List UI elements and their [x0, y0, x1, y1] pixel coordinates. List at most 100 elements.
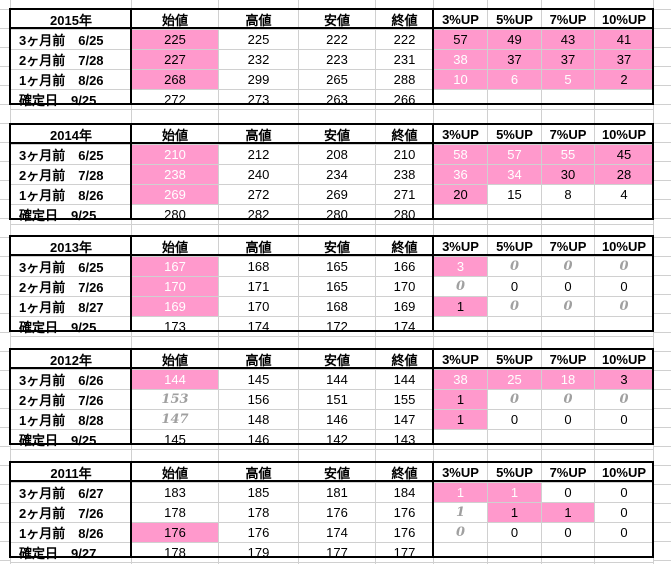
high-cell[interactable]: 273	[218, 89, 299, 110]
year-label[interactable]: 2013年	[10, 236, 132, 257]
up10-cell[interactable]: 0	[594, 276, 654, 297]
low-cell[interactable]: 146	[298, 409, 376, 430]
open-cell[interactable]: 225	[131, 29, 219, 50]
up7-cell[interactable]: 37	[541, 49, 595, 70]
up10-cell[interactable]	[594, 542, 654, 563]
up7-cell[interactable]: 0	[541, 409, 595, 430]
up3-cell[interactable]: 1	[433, 409, 488, 430]
column-header[interactable]: 5%UP	[487, 124, 542, 145]
low-cell[interactable]: 208	[298, 144, 376, 165]
high-cell[interactable]: 145	[218, 369, 299, 390]
row-label[interactable]: 2ヶ月前 7/28	[10, 164, 132, 185]
close-cell[interactable]: 155	[375, 389, 434, 410]
up7-cell[interactable]: 43	[541, 29, 595, 50]
high-cell[interactable]: 225	[218, 29, 299, 50]
close-cell[interactable]: 288	[375, 69, 434, 90]
high-cell[interactable]: 212	[218, 144, 299, 165]
up10-cell[interactable]: 2	[594, 69, 654, 90]
column-header[interactable]: 安値	[298, 236, 376, 257]
close-cell[interactable]: 166	[375, 256, 434, 277]
close-cell[interactable]: 176	[375, 502, 434, 523]
up10-cell[interactable]: 0	[594, 482, 654, 503]
column-header[interactable]: 5%UP	[487, 462, 542, 483]
row-label[interactable]: 2ヶ月前 7/26	[10, 389, 132, 410]
row-label[interactable]: 1ヶ月前 8/27	[10, 296, 132, 317]
close-cell[interactable]: 170	[375, 276, 434, 297]
open-cell[interactable]: 178	[131, 542, 219, 563]
up10-cell[interactable]	[594, 89, 654, 110]
up10-cell[interactable]: 0	[594, 409, 654, 430]
open-cell[interactable]: 173	[131, 316, 219, 337]
column-header[interactable]: 7%UP	[541, 9, 595, 30]
low-cell[interactable]: 144	[298, 369, 376, 390]
up5-cell[interactable]: 0	[487, 276, 542, 297]
open-cell[interactable]: 210	[131, 144, 219, 165]
column-header[interactable]: 始値	[131, 236, 219, 257]
low-cell[interactable]: 263	[298, 89, 376, 110]
up5-cell[interactable]: 15	[487, 184, 542, 205]
up3-cell[interactable]: 1	[433, 389, 488, 410]
row-label[interactable]: 3ヶ月前 6/25	[10, 256, 132, 277]
column-header[interactable]: 7%UP	[541, 349, 595, 370]
up10-cell[interactable]: 41	[594, 29, 654, 50]
open-cell[interactable]: 167	[131, 256, 219, 277]
open-cell[interactable]: 280	[131, 204, 219, 225]
up7-cell[interactable]: 0	[541, 276, 595, 297]
up5-cell[interactable]: 0	[487, 522, 542, 543]
up7-cell[interactable]: 30	[541, 164, 595, 185]
open-cell[interactable]: 170	[131, 276, 219, 297]
up7-cell[interactable]: 0	[541, 389, 595, 410]
up7-cell[interactable]: 5	[541, 69, 595, 90]
column-header[interactable]: 始値	[131, 349, 219, 370]
up10-cell[interactable]: 37	[594, 49, 654, 70]
close-cell[interactable]: 280	[375, 204, 434, 225]
column-header[interactable]: 安値	[298, 349, 376, 370]
column-header[interactable]: 3%UP	[433, 349, 488, 370]
up10-cell[interactable]: 0	[594, 522, 654, 543]
up7-cell[interactable]	[541, 542, 595, 563]
up10-cell[interactable]	[594, 204, 654, 225]
column-header[interactable]: 始値	[131, 124, 219, 145]
column-header[interactable]: 5%UP	[487, 349, 542, 370]
up5-cell[interactable]: 0	[487, 256, 542, 277]
up10-cell[interactable]: 0	[594, 502, 654, 523]
close-cell[interactable]: 144	[375, 369, 434, 390]
up3-cell[interactable]: 3	[433, 256, 488, 277]
up3-cell[interactable]: 10	[433, 69, 488, 90]
column-header[interactable]: 10%UP	[594, 236, 654, 257]
up7-cell[interactable]	[541, 89, 595, 110]
high-cell[interactable]: 148	[218, 409, 299, 430]
row-label[interactable]: 1ヶ月前 8/26	[10, 522, 132, 543]
year-label[interactable]: 2014年	[10, 124, 132, 145]
low-cell[interactable]: 269	[298, 184, 376, 205]
close-cell[interactable]: 147	[375, 409, 434, 430]
row-label[interactable]: 3ヶ月前 6/25	[10, 144, 132, 165]
up7-cell[interactable]: 0	[541, 256, 595, 277]
open-cell[interactable]: 144	[131, 369, 219, 390]
high-cell[interactable]: 179	[218, 542, 299, 563]
close-cell[interactable]: 176	[375, 522, 434, 543]
high-cell[interactable]: 174	[218, 316, 299, 337]
column-header[interactable]: 高値	[218, 462, 299, 483]
low-cell[interactable]: 223	[298, 49, 376, 70]
close-cell[interactable]: 184	[375, 482, 434, 503]
up7-cell[interactable]	[541, 316, 595, 337]
year-label[interactable]: 2015年	[10, 9, 132, 30]
column-header[interactable]: 10%UP	[594, 349, 654, 370]
row-label[interactable]: 確定日 9/25	[10, 89, 132, 110]
open-cell[interactable]: 176	[131, 522, 219, 543]
up3-cell[interactable]: 36	[433, 164, 488, 185]
close-cell[interactable]: 266	[375, 89, 434, 110]
up3-cell[interactable]: 20	[433, 184, 488, 205]
column-header[interactable]: 安値	[298, 9, 376, 30]
up3-cell[interactable]	[433, 204, 488, 225]
high-cell[interactable]: 178	[218, 502, 299, 523]
row-label[interactable]: 確定日 9/25	[10, 204, 132, 225]
up3-cell[interactable]: 1	[433, 502, 488, 523]
column-header[interactable]: 終値	[375, 9, 434, 30]
low-cell[interactable]: 176	[298, 502, 376, 523]
column-header[interactable]: 始値	[131, 9, 219, 30]
up10-cell[interactable]: 45	[594, 144, 654, 165]
low-cell[interactable]: 181	[298, 482, 376, 503]
column-header[interactable]: 終値	[375, 236, 434, 257]
